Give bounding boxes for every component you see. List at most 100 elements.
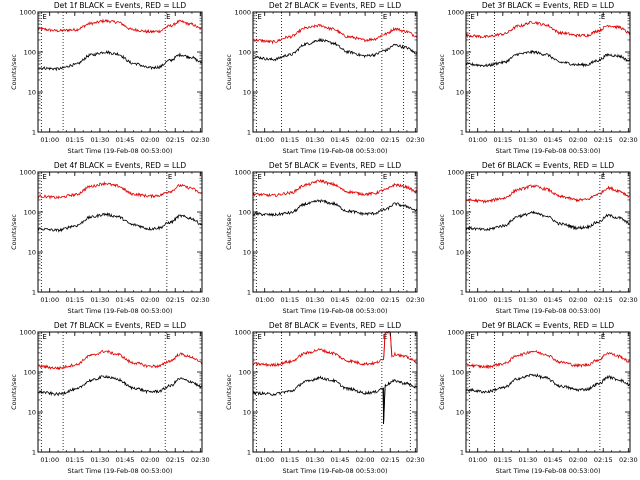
- y-tick-label: 1000: [19, 329, 36, 337]
- detector-panel-2: Det 2f BLACK = Events, RED = LLD Counts/s…: [225, 1, 425, 155]
- x-tick-label: 01:00: [255, 136, 274, 144]
- y-tick-label: 1000: [447, 329, 464, 337]
- y-tick-label: 1000: [19, 9, 36, 17]
- y-tick-label: 1: [32, 129, 36, 137]
- y-tick-label: 1: [460, 129, 464, 137]
- events-series-line: [252, 199, 418, 217]
- x-tick-label: 01:15: [65, 296, 84, 304]
- y-tick-label: 1: [460, 289, 464, 297]
- y-tick-label: 10: [456, 409, 464, 417]
- y-tick-label: 100: [452, 49, 464, 57]
- x-tick-label: 02:30: [191, 456, 210, 464]
- x-tick-label: 02:00: [356, 456, 375, 464]
- plot-frame: [252, 331, 418, 453]
- x-tick-label: 01:30: [306, 136, 325, 144]
- x-tick-label: 01:45: [116, 296, 135, 304]
- x-tick-label: 02:15: [594, 296, 613, 304]
- x-tick-label: 01:00: [255, 296, 274, 304]
- spike-segment: [389, 331, 393, 357]
- x-tick-label: 01:45: [116, 456, 135, 464]
- marker-label: E: [42, 13, 46, 21]
- x-tick-label: 02:30: [406, 456, 425, 464]
- marker-label: E: [257, 173, 261, 181]
- y-tick-label: 1000: [234, 9, 251, 17]
- x-tick-label: 01:00: [255, 456, 274, 464]
- x-tick-label: 01:45: [544, 296, 563, 304]
- events-series-line: [37, 212, 203, 233]
- y-tick-label: 10: [243, 249, 251, 257]
- marker-label: E: [42, 333, 46, 341]
- x-tick-label: 02:30: [191, 296, 210, 304]
- y-tick-label: 100: [24, 209, 36, 217]
- y-axis-label: Counts/sec: [225, 214, 233, 250]
- x-tick-label: 01:15: [280, 456, 299, 464]
- events-series-line: [37, 50, 203, 72]
- x-tick-label: 02:15: [166, 136, 185, 144]
- y-axis-label: Counts/sec: [225, 374, 233, 410]
- detector-panel-1: Det 1f BLACK = Events, RED = LLD Counts/s…: [10, 1, 210, 155]
- y-tick-label: 1000: [447, 169, 464, 177]
- marker-label: E: [383, 173, 387, 181]
- plot-frame: [37, 11, 203, 133]
- detector-panel-7: Det 7f BLACK = Events, RED = LLD Counts/s…: [10, 321, 210, 475]
- x-tick-label: 02:00: [141, 456, 160, 464]
- panel-title: Det 7f BLACK = Events, RED = LLD: [54, 321, 187, 330]
- y-tick-label: 10: [456, 249, 464, 257]
- x-tick-label: 01:30: [91, 136, 110, 144]
- plot-frame: [252, 171, 418, 293]
- marker-label: E: [470, 333, 474, 341]
- x-tick-label: 02:30: [619, 136, 638, 144]
- y-tick-label: 10: [28, 249, 36, 257]
- x-tick-label: 02:30: [619, 456, 638, 464]
- events-series-line: [465, 373, 631, 394]
- y-tick-label: 100: [239, 49, 251, 57]
- x-tick-label: 01:15: [493, 296, 512, 304]
- y-tick-label: 1000: [234, 329, 251, 337]
- x-tick-label: 02:15: [594, 456, 613, 464]
- events-series-line: [465, 49, 631, 68]
- y-tick-label: 100: [239, 209, 251, 217]
- x-tick-label: 01:45: [544, 136, 563, 144]
- plot-frame: [37, 171, 203, 293]
- x-axis-label: Start Time (19-Feb-08 00:53:00): [496, 307, 601, 315]
- marker-label: E: [601, 173, 605, 181]
- y-tick-label: 100: [452, 209, 464, 217]
- x-tick-label: 02:00: [569, 136, 588, 144]
- events-series-line: [37, 374, 203, 397]
- y-tick-label: 1: [247, 129, 251, 137]
- y-tick-label: 1: [32, 289, 36, 297]
- panel-title: Det 8f BLACK = Events, RED = LLD: [269, 321, 402, 330]
- x-axis-label: Start Time (19-Feb-08 00:53:00): [283, 307, 388, 315]
- x-tick-label: 01:00: [468, 296, 487, 304]
- x-tick-label: 02:00: [141, 296, 160, 304]
- events-series-line: [465, 210, 631, 232]
- panel-title: Det 2f BLACK = Events, RED = LLD: [269, 1, 402, 10]
- y-axis-label: Counts/sec: [10, 214, 18, 250]
- y-tick-label: 10: [243, 89, 251, 97]
- x-tick-label: 02:15: [381, 136, 400, 144]
- lld-series-line: [37, 349, 203, 371]
- y-tick-label: 1: [247, 449, 251, 457]
- spike-segment: [383, 331, 386, 360]
- y-axis-label: Counts/sec: [438, 374, 446, 410]
- x-tick-label: 01:30: [519, 296, 538, 304]
- x-tick-label: 01:30: [91, 456, 110, 464]
- y-axis-label: Counts/sec: [225, 54, 233, 90]
- panel-title: Det 4f BLACK = Events, RED = LLD: [54, 161, 187, 170]
- lld-series-line: [252, 179, 418, 198]
- marker-label: E: [470, 173, 474, 181]
- x-tick-label: 01:15: [280, 136, 299, 144]
- lld-series-line: [37, 18, 203, 34]
- marker-label: E: [601, 333, 605, 341]
- plot-frame: [465, 331, 631, 453]
- detector-panel-9: Det 9f BLACK = Events, RED = LLD Counts/s…: [438, 321, 638, 475]
- panel-title: Det 1f BLACK = Events, RED = LLD: [54, 1, 187, 10]
- x-tick-label: 02:00: [356, 296, 375, 304]
- x-tick-label: 01:15: [65, 136, 84, 144]
- marker-label: E: [42, 173, 46, 181]
- y-tick-label: 1: [247, 289, 251, 297]
- x-tick-label: 01:00: [40, 296, 59, 304]
- x-tick-label: 01:00: [468, 136, 487, 144]
- marker-label: E: [383, 13, 387, 21]
- marker-label: E: [168, 173, 172, 181]
